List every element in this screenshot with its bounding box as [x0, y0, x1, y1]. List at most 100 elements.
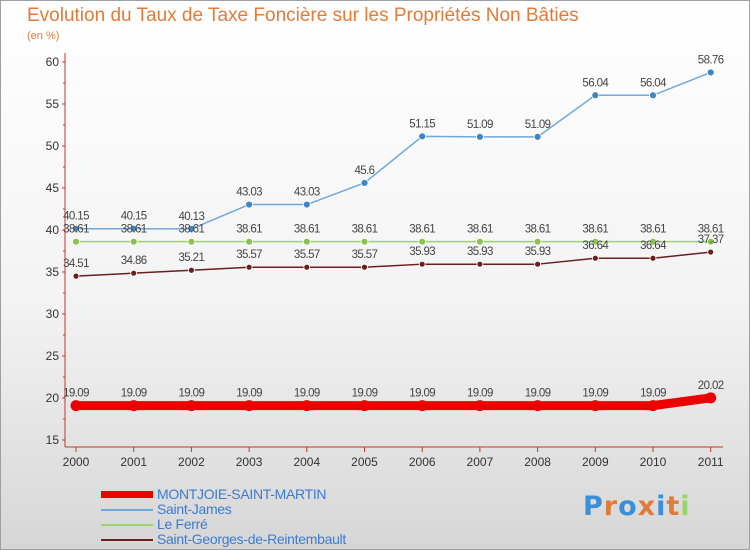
y-tick-label: 20: [46, 391, 60, 405]
logo-letter: x: [637, 491, 657, 522]
legend-label: MONTJOIE-SAINT-MARTIN: [157, 486, 327, 502]
x-tick-label: 2008: [524, 455, 551, 469]
data-label: 40.15: [121, 211, 147, 223]
data-label: 20.02: [698, 380, 724, 392]
data-label: 38.61: [467, 224, 493, 236]
data-point: [187, 225, 196, 233]
logo-letter: i: [680, 491, 691, 522]
data-label: 38.61: [63, 224, 89, 236]
data-label: 43.03: [236, 187, 262, 199]
y-tick-label: 35: [46, 265, 60, 279]
data-point: [649, 237, 657, 246]
data-point: [418, 132, 427, 141]
data-label: 40.13: [179, 211, 205, 223]
data-point: [591, 237, 600, 246]
data-label: 35.93: [467, 246, 493, 258]
y-tick-label: 15: [46, 433, 60, 447]
legend-label: Saint-James: [157, 501, 232, 517]
data-label: 38.61: [640, 224, 666, 236]
data-point: [532, 400, 544, 412]
data-point: [130, 269, 138, 277]
data-label: 19.09: [294, 388, 320, 400]
legend-swatch: [101, 524, 153, 526]
data-point: [705, 392, 717, 404]
legend-item-le-ferre: Le Ferré: [101, 516, 421, 532]
legend-item-saint-georges: Saint-Georges-de-Reintembault: [101, 531, 421, 547]
data-point: [707, 248, 715, 256]
data-label: 36.64: [582, 240, 609, 252]
data-label: 58.76: [698, 54, 724, 66]
data-label: 45.6: [355, 165, 375, 177]
y-tick-label: 45: [46, 181, 60, 195]
data-label: 35.93: [409, 246, 435, 258]
data-label: 19.09: [640, 388, 666, 400]
series-line: [75, 251, 712, 277]
data-point: [476, 260, 484, 268]
data-label: 51.09: [467, 119, 493, 131]
data-point: [129, 224, 138, 233]
data-point: [649, 254, 657, 262]
data-label: 19.09: [236, 388, 262, 400]
x-tick-label: 2010: [640, 455, 667, 469]
data-point: [359, 400, 370, 412]
y-tick-label: 55: [46, 97, 60, 111]
data-label: 19.09: [121, 388, 147, 400]
data-label: 35.93: [525, 246, 551, 258]
data-point: [591, 254, 599, 262]
data-label: 56.04: [582, 77, 609, 89]
x-tick-label: 2006: [409, 455, 436, 469]
data-point: [533, 237, 542, 246]
data-label: 19.09: [525, 388, 551, 400]
x-tick-label: 2005: [351, 455, 378, 469]
data-label: 19.09: [63, 388, 89, 400]
data-point: [243, 400, 255, 412]
data-point: [187, 266, 195, 274]
legend-item-montjoie: MONTJOIE-SAINT-MARTIN: [101, 486, 421, 502]
data-label: 38.61: [352, 224, 378, 236]
data-label: 43.03: [294, 187, 320, 199]
data-point: [706, 68, 715, 77]
series-line: [75, 71, 712, 230]
data-point: [360, 237, 369, 246]
data-label: 38.61: [698, 224, 724, 236]
data-point: [416, 400, 428, 412]
data-label: 38.61: [121, 224, 147, 236]
chart-title: Evolution du Taux de Taxe Foncière sur l…: [27, 5, 579, 26]
data-point: [361, 263, 368, 271]
x-tick-label: 2002: [178, 455, 205, 469]
data-point: [245, 200, 254, 209]
data-point: [589, 400, 601, 412]
data-point: [418, 260, 426, 268]
data-point: [185, 400, 197, 412]
data-label: 35.57: [236, 249, 262, 261]
data-point: [475, 132, 484, 141]
logo-letter: P: [583, 491, 604, 522]
data-point: [591, 91, 600, 100]
x-tick-label: 2000: [63, 455, 90, 469]
legend-swatch: [101, 539, 153, 541]
data-label: 34.51: [63, 258, 89, 270]
y-tick-label: 60: [46, 55, 60, 69]
data-point: [301, 400, 313, 412]
logo-letter: t: [666, 491, 681, 522]
data-point: [475, 237, 484, 246]
data-label: 38.61: [236, 224, 262, 236]
data-point: [72, 237, 80, 246]
data-point: [72, 224, 80, 233]
x-tick-label: 2011: [698, 455, 724, 469]
data-point: [302, 237, 311, 246]
data-point: [72, 272, 80, 280]
data-label: 19.09: [467, 388, 493, 400]
data-label: 38.61: [525, 224, 551, 236]
data-point: [129, 237, 138, 246]
y-tick-label: 30: [46, 307, 60, 321]
legend-label: Saint-Georges-de-Reintembault: [157, 531, 346, 547]
data-point: [245, 263, 253, 271]
data-point: [647, 400, 659, 412]
data-point: [418, 237, 427, 246]
data-point: [70, 400, 82, 412]
series-line: [71, 393, 716, 411]
data-point: [303, 263, 311, 271]
data-label: 38.61: [582, 224, 608, 236]
